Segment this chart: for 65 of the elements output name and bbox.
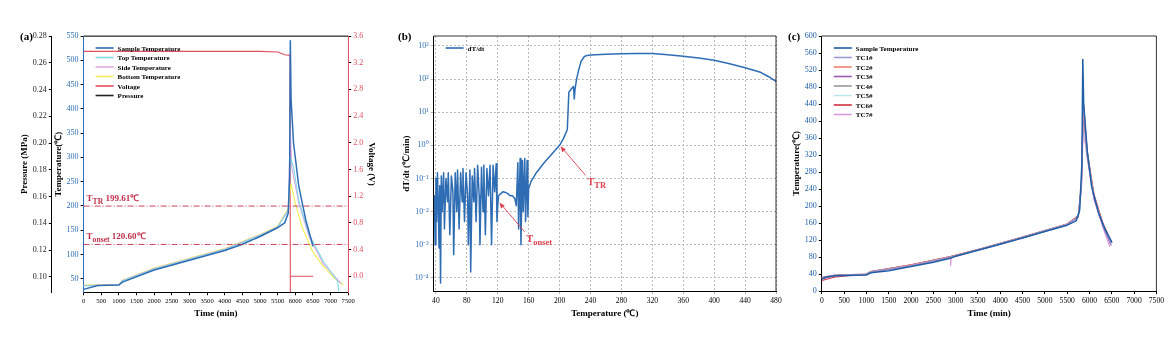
y2-tick-label: 0.4	[353, 244, 364, 254]
y-tick-label: 10⁻¹	[415, 173, 430, 183]
y-tick-label: 10²	[418, 74, 430, 84]
y3-tick-label: 0.18	[32, 164, 47, 174]
y-tick-label: 280	[804, 167, 817, 177]
y-tick-label: 150	[66, 225, 79, 235]
y2-tick-label: 2.8	[353, 84, 364, 94]
y3-tick-label: 0.16	[32, 191, 47, 201]
y3-tick-label: 0.24	[32, 84, 47, 94]
y-tick-label: 200	[804, 201, 817, 211]
y3-tick-label: 0.10	[32, 271, 47, 281]
x-axis-title: Temperature (℃)	[571, 307, 639, 318]
y2-axis-title: Voltage (V)	[367, 142, 378, 186]
y2-tick-label: 2.0	[353, 137, 364, 147]
y-axis-title: Temperature(℃)	[52, 131, 63, 197]
y3-axis-title: Pressure (MPa)	[18, 134, 29, 195]
chart-title: (b)	[398, 30, 412, 43]
y-tick-label: 560	[804, 48, 817, 58]
y-tick-label: 400	[804, 116, 817, 126]
y-tick-label: 10⁰	[417, 140, 429, 150]
y-tick-label: 100	[66, 249, 79, 259]
y-tick-label: 600	[804, 31, 817, 41]
y2-tick-label: 3.2	[353, 57, 364, 67]
y-tick-label: 520	[804, 65, 817, 75]
y-tick-label: 10⁻⁴	[414, 272, 429, 282]
y-axis-title: dT/dt (℃/min)	[400, 135, 411, 192]
y-tick-label: 500	[66, 55, 79, 65]
y-tick-label: 10⁻²	[415, 206, 430, 216]
y-tick-label: 480	[804, 82, 817, 92]
y2-tick-label: 0.0	[353, 271, 364, 281]
y-tick-label: 350	[66, 128, 79, 138]
y-tick-label: 50	[70, 273, 79, 283]
y2-tick-label: 3.6	[353, 31, 364, 41]
y3-tick-label: 0.20	[32, 138, 47, 148]
y3-tick-label: 0.14	[32, 218, 47, 228]
chart-title: (a)	[20, 30, 34, 43]
y-tick-label: 10⁻³	[415, 239, 430, 249]
y3-tick-label: 0.12	[32, 245, 47, 255]
y-tick-label: 320	[804, 150, 817, 160]
y-tick-label: 10¹	[418, 107, 430, 117]
y-axis-title: Temperature(℃)	[790, 131, 801, 197]
chart-title: (c)	[788, 30, 801, 43]
x-axis-title: Time (min)	[967, 307, 1011, 318]
y-tick-label: 240	[804, 184, 817, 194]
y-tick-label: 440	[804, 99, 817, 109]
y-tick-label: 120	[804, 235, 817, 245]
y-tick-label: 80	[808, 252, 817, 262]
y-tick-label: 360	[804, 133, 817, 143]
y2-tick-label: 1.2	[353, 191, 364, 201]
y2-tick-label: 2.4	[353, 111, 364, 121]
y-tick-label: 10³	[418, 41, 430, 51]
y-tick-label: 400	[66, 103, 79, 113]
y3-tick-label: 0.26	[32, 57, 47, 67]
y-tick-label: 250	[66, 176, 79, 186]
x-axis-title: Time (min)	[194, 307, 238, 318]
y-tick-label: 40	[808, 269, 817, 279]
y3-tick-label: 0.22	[32, 111, 47, 121]
y-tick-label: 0	[812, 286, 817, 296]
y2-tick-label: 1.6	[353, 164, 364, 174]
y-tick-label: 450	[66, 79, 79, 89]
y2-tick-label: 0.8	[353, 217, 364, 227]
y-tick-label: 300	[66, 152, 79, 162]
y-tick-label: 550	[66, 31, 79, 41]
y-tick-label: 160	[804, 218, 817, 228]
y-tick-label: 200	[66, 200, 79, 210]
